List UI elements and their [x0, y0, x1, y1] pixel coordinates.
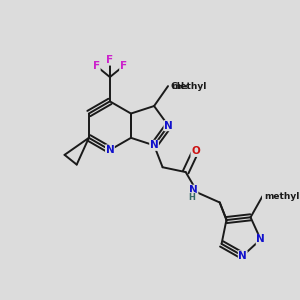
Text: methyl: methyl [172, 82, 207, 91]
Text: N: N [106, 145, 114, 155]
Text: methyl: methyl [264, 192, 300, 201]
Text: N: N [238, 251, 247, 261]
Text: N: N [189, 185, 198, 195]
Text: F: F [120, 61, 127, 71]
Text: N: N [164, 121, 173, 131]
Text: H: H [188, 193, 195, 202]
Text: CH₃: CH₃ [171, 82, 189, 91]
Text: N: N [150, 140, 158, 150]
Text: N: N [256, 234, 265, 244]
Text: F: F [106, 55, 113, 65]
Text: O: O [191, 146, 200, 156]
Text: F: F [93, 61, 100, 71]
